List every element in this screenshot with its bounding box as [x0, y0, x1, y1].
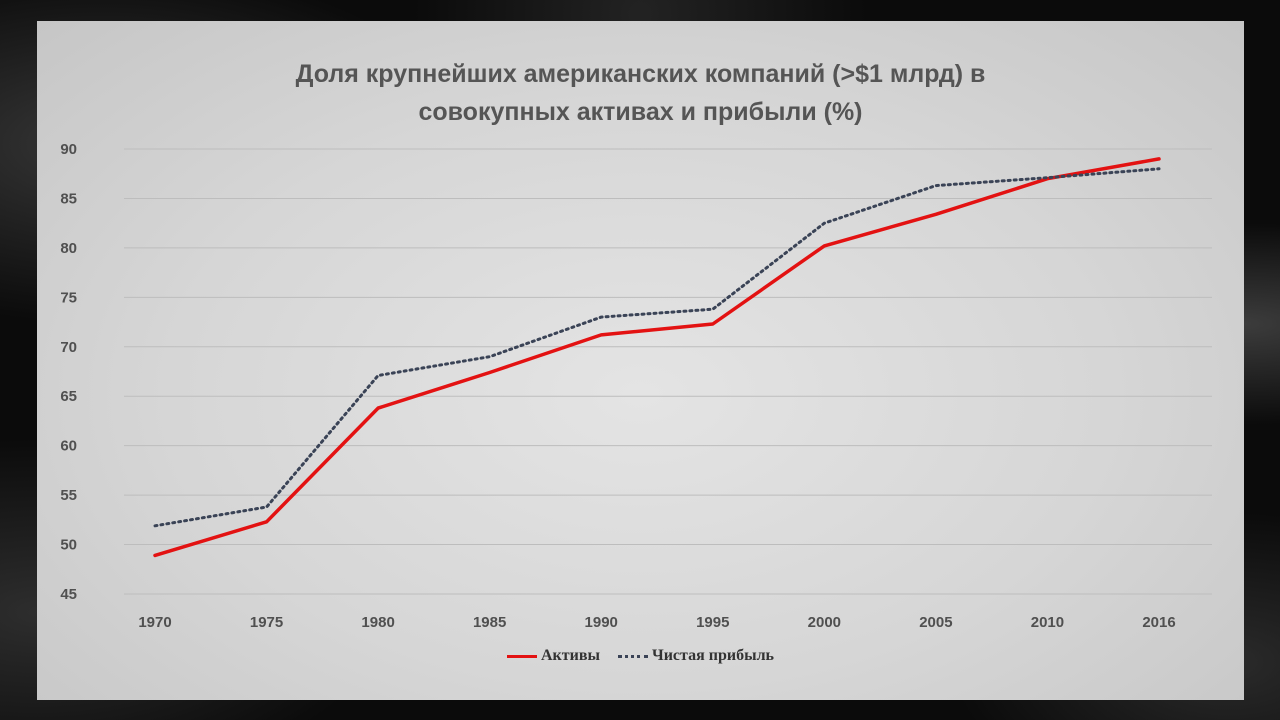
legend-label-assets: Активы — [540, 647, 600, 664]
y-tick-label: 85 — [60, 190, 77, 207]
x-tick-label: 2010 — [1031, 614, 1064, 631]
y-axis-ticks: 45 50 55 60 65 70 75 80 85 90 — [60, 141, 77, 603]
x-tick-label: 2005 — [919, 614, 952, 631]
y-tick-label: 90 — [60, 141, 77, 158]
x-tick-label: 1995 — [696, 614, 729, 631]
chart-card: Доля крупнейших американских компаний (>… — [37, 21, 1244, 700]
y-tick-label: 45 — [60, 586, 77, 603]
y-tick-label: 60 — [60, 438, 77, 455]
y-tick-label: 55 — [60, 487, 77, 504]
x-tick-label: 1990 — [585, 614, 618, 631]
legend: Активы Чистая прибыль — [37, 647, 1244, 665]
legend-item-net-profit: Чистая прибыль — [617, 647, 775, 665]
legend-item-assets: Активы — [506, 647, 600, 665]
y-tick-label: 50 — [60, 537, 77, 554]
y-tick-label: 65 — [60, 388, 77, 405]
legend-swatch-assets — [506, 654, 537, 658]
series-line-net-profit — [153, 167, 1161, 528]
line-chart: 45 50 55 60 65 70 75 80 85 90 1970 1975 1980 1985 199… — [60, 141, 1212, 631]
legend-label-net-profit: Чистая прибыль — [651, 647, 775, 664]
x-tick-label: 2000 — [808, 614, 841, 631]
gridlines — [124, 148, 1212, 595]
chart-title: Доля крупнейших американских компаний (>… — [37, 55, 1244, 131]
series-line-assets — [153, 157, 1161, 558]
y-tick-label: 70 — [60, 339, 77, 356]
legend-swatch-net-profit — [617, 654, 648, 658]
y-tick-label: 80 — [60, 240, 77, 257]
x-tick-label: 1980 — [361, 614, 394, 631]
x-axis-ticks: 1970 1975 1980 1985 1990 1995 2000 2005 2010 2016 — [138, 614, 1175, 631]
y-tick-label: 75 — [60, 289, 77, 306]
series-lines — [153, 157, 1161, 558]
x-tick-label: 1975 — [250, 614, 283, 631]
x-tick-label: 2016 — [1142, 614, 1175, 631]
chart-title-line-2: совокупных активах и прибыли (%) — [418, 98, 863, 126]
x-tick-label: 1970 — [138, 614, 171, 631]
chart-title-line-1: Доля крупнейших американских компаний (>… — [295, 60, 986, 88]
x-tick-label: 1985 — [473, 614, 506, 631]
